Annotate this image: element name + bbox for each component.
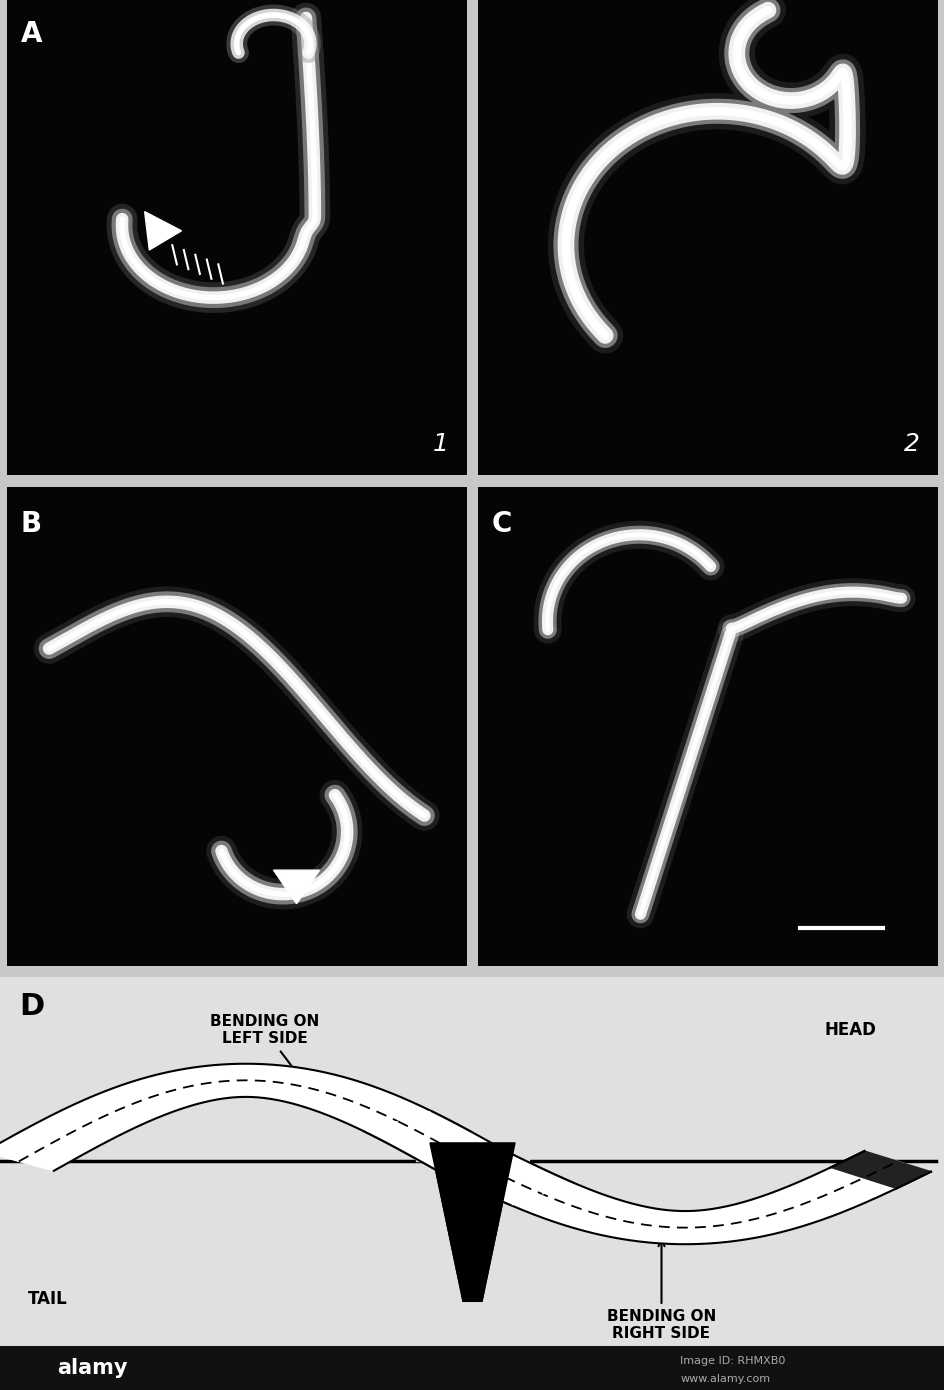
Text: 1: 1 bbox=[432, 432, 448, 456]
Polygon shape bbox=[144, 211, 181, 250]
Text: A: A bbox=[21, 19, 42, 47]
Polygon shape bbox=[273, 870, 319, 904]
Polygon shape bbox=[0, 1063, 507, 1170]
Polygon shape bbox=[439, 1151, 930, 1244]
Polygon shape bbox=[430, 1143, 514, 1301]
Text: 2: 2 bbox=[903, 432, 919, 456]
Text: C: C bbox=[492, 510, 512, 538]
Text: B: B bbox=[21, 510, 42, 538]
Text: Image ID: RHMXB0: Image ID: RHMXB0 bbox=[680, 1357, 785, 1366]
Polygon shape bbox=[830, 1151, 930, 1188]
Polygon shape bbox=[439, 1151, 573, 1205]
Text: TAIL: TAIL bbox=[28, 1290, 68, 1308]
Text: www.alamy.com: www.alamy.com bbox=[680, 1373, 769, 1384]
Polygon shape bbox=[364, 1111, 507, 1170]
Text: BENDING ON
RIGHT SIDE: BENDING ON RIGHT SIDE bbox=[606, 1240, 716, 1341]
Polygon shape bbox=[415, 1131, 529, 1161]
Text: HEAD: HEAD bbox=[824, 1022, 875, 1040]
Polygon shape bbox=[430, 1143, 514, 1301]
Text: BENDING ON
LEFT SIDE: BENDING ON LEFT SIDE bbox=[210, 1013, 319, 1076]
Text: D: D bbox=[19, 992, 44, 1020]
Text: alamy: alamy bbox=[57, 1358, 127, 1377]
